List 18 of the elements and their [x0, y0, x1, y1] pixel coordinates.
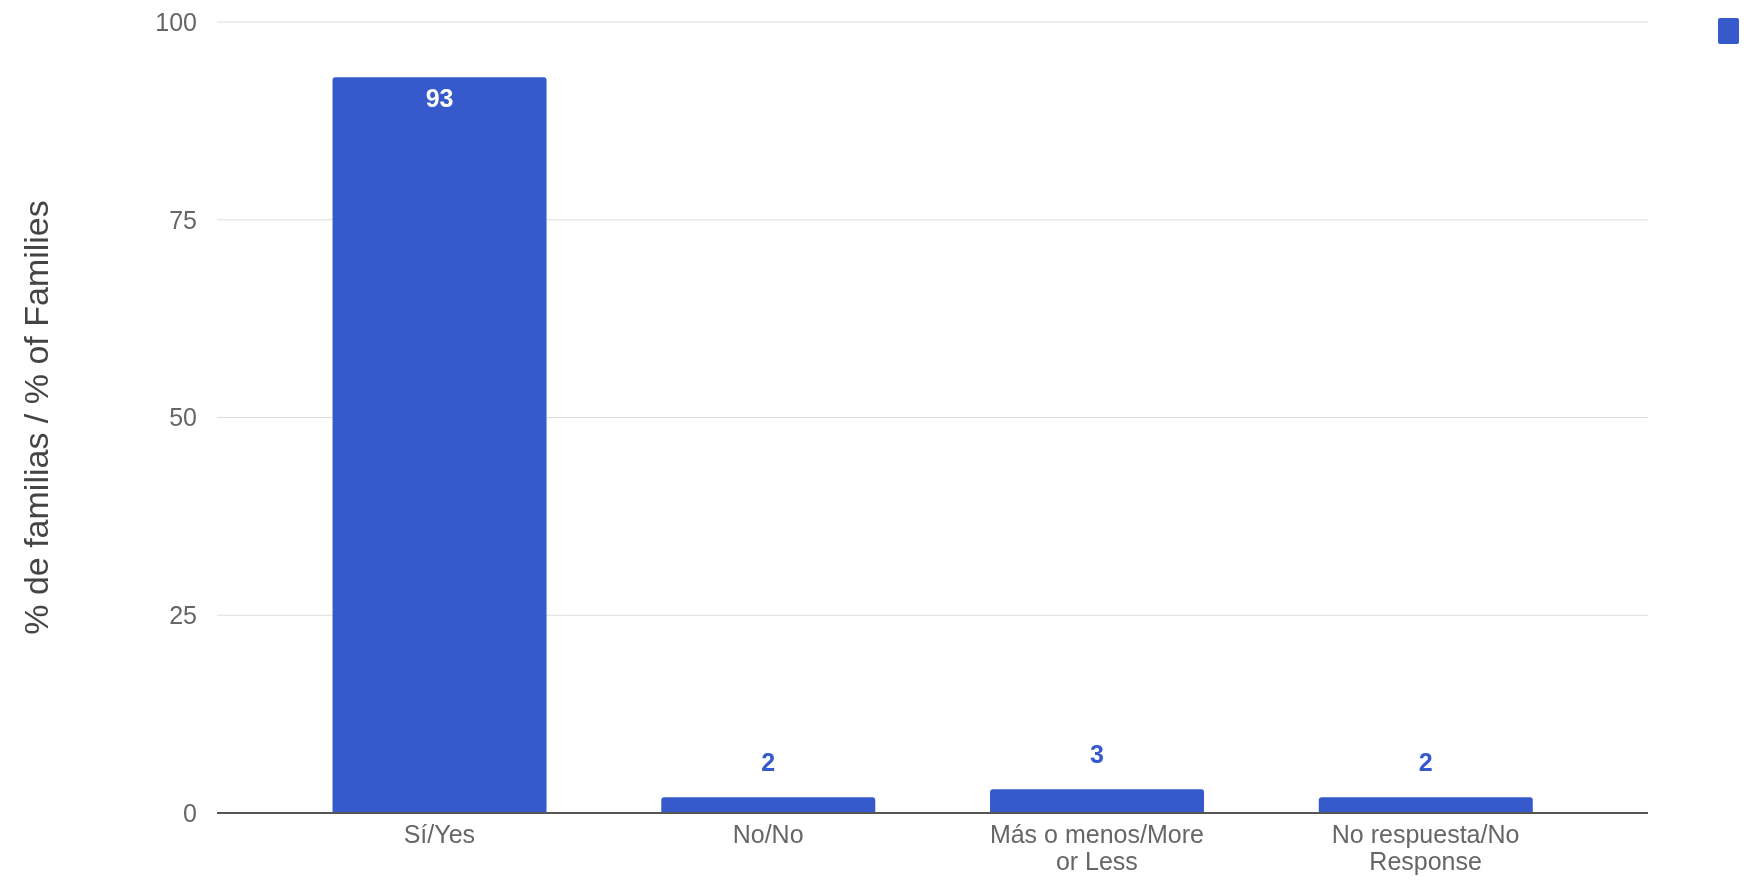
- x-tick-label: No/No: [732, 820, 804, 848]
- bar: [332, 77, 547, 813]
- x-tick-label: Sí/Yes: [403, 820, 476, 848]
- bar: [990, 789, 1205, 813]
- bar: [1318, 797, 1533, 813]
- data-label: 2: [1418, 748, 1433, 777]
- y-tick-label: 75: [169, 205, 197, 234]
- y-tick-label: 50: [169, 403, 197, 432]
- bar: [661, 797, 876, 813]
- x-tick-label: No respuesta/No Response: [1331, 820, 1520, 875]
- data-label: 3: [1090, 740, 1104, 769]
- x-tick-label: Más o menos/More or Less: [989, 820, 1204, 875]
- y-tick-label: 25: [169, 601, 197, 630]
- y-axis-title: % de familias / % of Families: [16, 200, 55, 635]
- data-label: 93: [425, 84, 454, 113]
- data-label: 2: [761, 748, 776, 777]
- y-tick-label: 100: [155, 7, 197, 36]
- y-tick-label: 0: [183, 798, 197, 827]
